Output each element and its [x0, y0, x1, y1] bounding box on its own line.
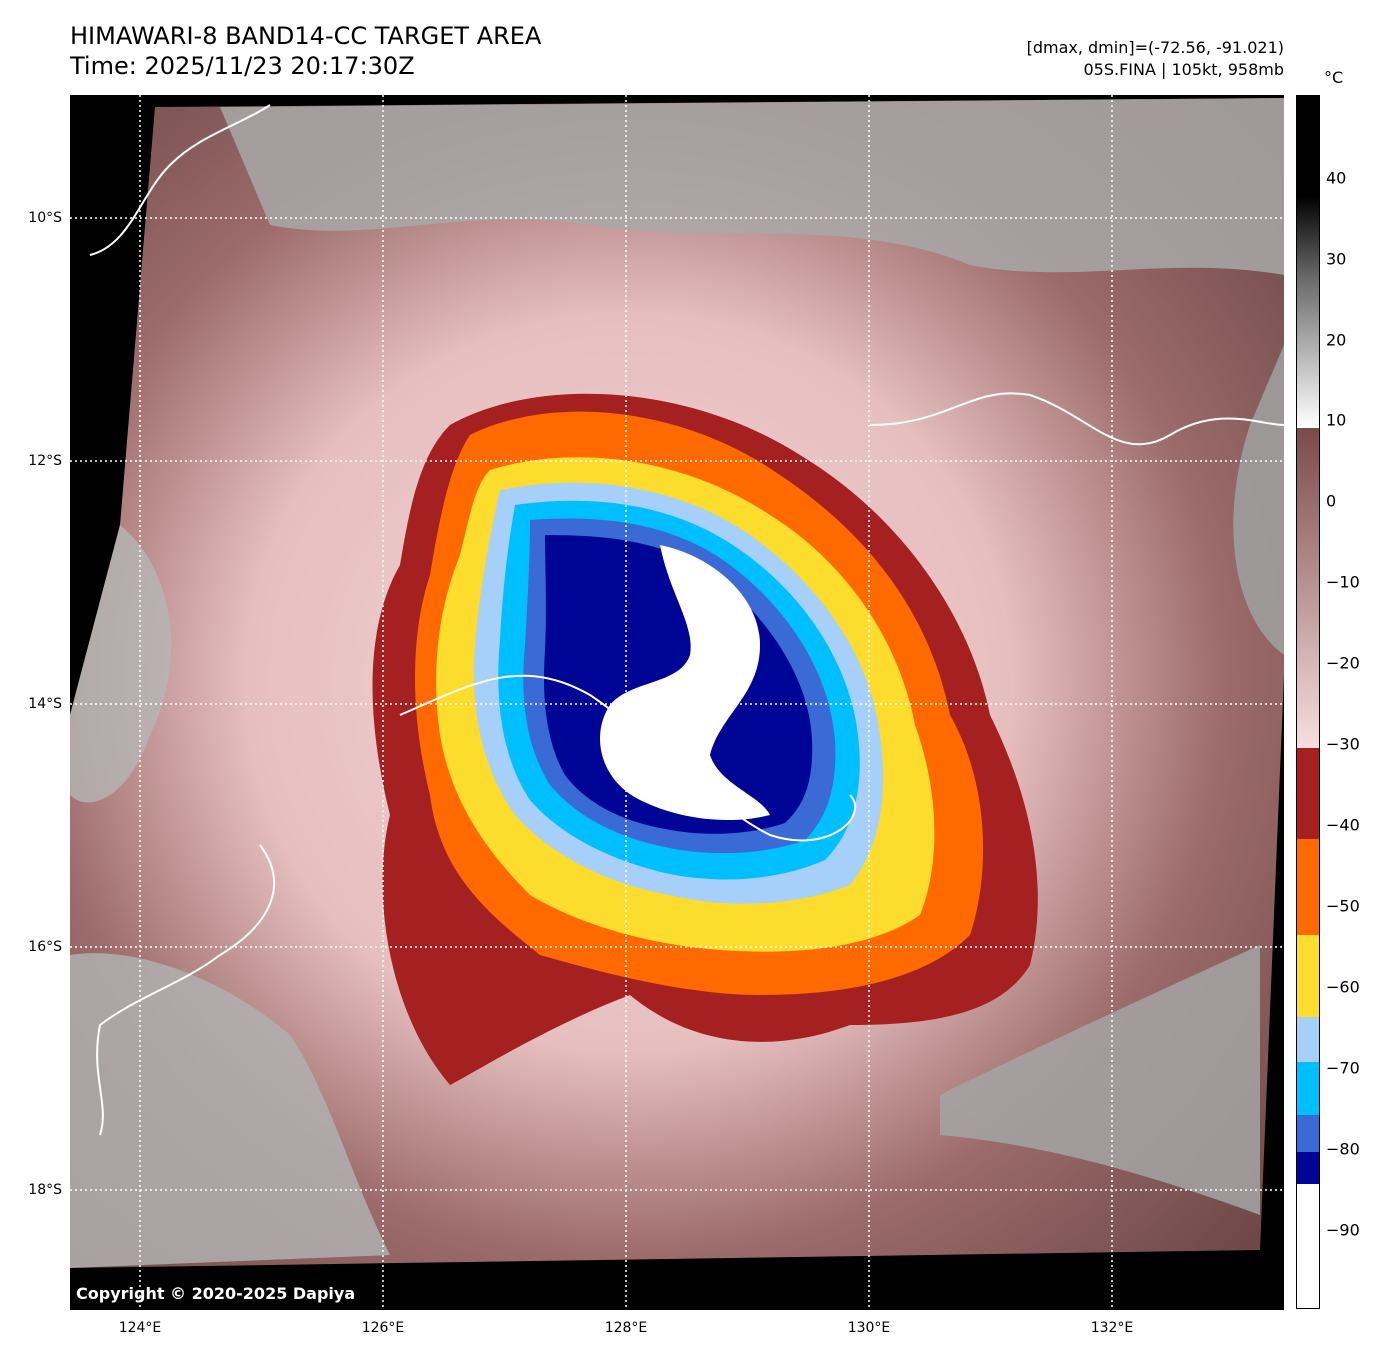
eye-cold-core	[600, 545, 770, 820]
storm-info-label: 05S.FINA | 105kt, 958mb	[1083, 60, 1284, 79]
copyright-text: Copyright © 2020-2025 Dapiya	[76, 1284, 356, 1303]
colorbar-tick: 30	[1326, 249, 1347, 269]
lon-label-130e: 130°E	[847, 1320, 891, 1336]
coastline	[399, 674, 857, 842]
chart-title: HIMAWARI-8 BAND14-CC TARGET AREA	[70, 22, 542, 50]
colorbar-tick: −30	[1326, 734, 1360, 754]
colorbar-tick: −70	[1326, 1058, 1360, 1078]
lon-label-124e: 124°E	[118, 1320, 162, 1336]
gridlines	[70, 95, 1284, 1310]
lat-label-14s: 14°S	[28, 696, 62, 712]
gray-region-north	[220, 98, 1284, 275]
colorbar-unit: °C	[1324, 68, 1344, 87]
lat-label-10s: 10°S	[28, 210, 62, 226]
satellite-image	[70, 95, 1284, 1310]
coastline	[89, 104, 271, 256]
coastline	[96, 844, 276, 1136]
colorbar-tick: 20	[1326, 330, 1347, 350]
coastline	[869, 392, 1284, 446]
lat-label-12s: 12°S	[28, 453, 62, 469]
lat-label-16s: 16°S	[28, 939, 62, 955]
colorbar-tick: −40	[1326, 815, 1360, 835]
dmin-dmax-label: [dmax, dmin]=(-72.56, -91.021)	[1026, 38, 1284, 57]
colorbar-tick: −60	[1326, 977, 1360, 997]
colorbar-gradient	[1297, 96, 1319, 1308]
colorbar-tick: −90	[1326, 1220, 1360, 1240]
lon-label-132e: 132°E	[1090, 1320, 1134, 1336]
lon-label-126e: 126°E	[361, 1320, 405, 1336]
chart-time: Time: 2025/11/23 20:17:30Z	[70, 52, 415, 80]
colorbar-tick: 40	[1326, 168, 1347, 188]
colorbar-tick: −80	[1326, 1139, 1360, 1159]
colorbar	[1296, 95, 1320, 1309]
satellite-map	[70, 95, 1284, 1310]
gray-region-east	[1233, 345, 1284, 655]
colorbar-tick: −20	[1326, 653, 1360, 673]
lon-label-128e: 128°E	[604, 1320, 648, 1336]
colorbar-tick: 0	[1326, 491, 1337, 511]
gray-region-west	[70, 525, 172, 803]
lat-label-18s: 18°S	[28, 1182, 62, 1198]
colorbar-tick: −10	[1326, 572, 1360, 592]
colorbar-tick: −50	[1326, 896, 1360, 916]
colorbar-tick: 10	[1326, 410, 1347, 430]
gray-region-southeast	[940, 945, 1260, 1215]
